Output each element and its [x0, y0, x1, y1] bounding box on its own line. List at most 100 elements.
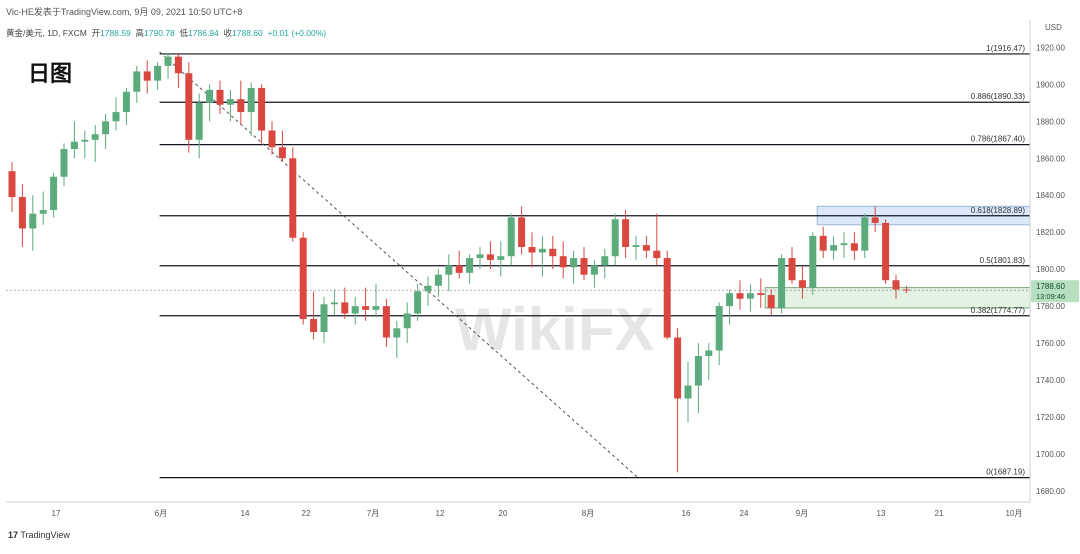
publish-date: 9月 09, 2021 10:50 UTC+8	[134, 7, 243, 17]
candle-body	[798, 280, 806, 288]
candle	[850, 232, 858, 260]
candle	[247, 82, 255, 137]
candle-body	[112, 112, 120, 122]
y-tick-label: 1860.00	[1036, 154, 1065, 163]
price-badge-value: 1788.60	[1036, 282, 1065, 291]
candle	[632, 235, 640, 260]
candle	[39, 191, 47, 225]
candle	[528, 232, 536, 268]
candle	[81, 130, 89, 159]
y-tick-label: 1880.00	[1036, 117, 1065, 126]
x-tick-label: 22	[302, 509, 311, 518]
candle	[559, 241, 567, 279]
candle-body	[736, 293, 744, 299]
candle	[466, 254, 474, 284]
x-tick-label: 8月	[582, 509, 594, 518]
candle-body	[122, 91, 130, 113]
candle-body	[258, 88, 266, 131]
candle	[694, 343, 702, 414]
candle-body	[414, 291, 422, 314]
candle	[830, 235, 838, 260]
candle-body	[788, 258, 796, 281]
candle-body	[528, 246, 536, 253]
publisher-text: Vic-HE发表于TradingView.com	[6, 7, 130, 17]
price-badge	[1031, 280, 1079, 303]
interval-label[interactable]: 1D	[47, 28, 58, 38]
candle	[414, 283, 422, 321]
fib-label-0.382: 0.382(1774.77)	[971, 306, 1026, 315]
candle-body	[830, 245, 838, 251]
candle	[216, 80, 224, 114]
candle-body	[424, 285, 432, 292]
price-badge-countdown: 13:09:46	[1036, 292, 1065, 301]
low-value: 1786.94	[188, 28, 219, 38]
candle-body	[310, 319, 318, 332]
y-tick-label: 1780.00	[1036, 302, 1065, 311]
y-tick-label: 1700.00	[1036, 450, 1065, 459]
candle-body	[185, 73, 193, 140]
x-tick-label: 20	[499, 509, 508, 518]
x-tick-label: 17	[52, 509, 61, 518]
symbol-name[interactable]: 黄金/美元	[6, 28, 43, 38]
watermark-text: WikiFX	[455, 296, 654, 363]
x-tick-label: 9月	[796, 509, 808, 518]
candle	[684, 361, 692, 423]
candle-body	[476, 254, 484, 259]
candle-body	[206, 89, 214, 103]
candle-body	[861, 217, 869, 251]
open-value: 1788.59	[100, 28, 131, 38]
candle	[154, 62, 162, 90]
fib-label-0.618: 0.618(1828.89)	[971, 206, 1026, 215]
candle	[715, 302, 723, 366]
candle	[445, 254, 453, 292]
candle	[642, 235, 650, 259]
candle-body	[757, 293, 765, 296]
tradingview-brand: TradingView	[20, 530, 70, 540]
candle	[570, 250, 578, 284]
x-tick-label: 7月	[367, 509, 379, 518]
candle	[663, 250, 671, 340]
change-value: +0.01 (+0.00%)	[267, 28, 327, 38]
candle	[226, 89, 234, 122]
timeframe-label: 日图	[28, 61, 73, 86]
candle	[133, 65, 141, 103]
close-value: 1788.60	[232, 28, 263, 38]
candle-body	[507, 217, 515, 257]
candle-body	[694, 356, 702, 386]
candle-body	[892, 280, 900, 290]
candle	[330, 289, 338, 316]
candle-body	[226, 99, 234, 105]
candle	[434, 269, 442, 297]
candle-body	[382, 306, 390, 338]
candle	[310, 291, 318, 340]
currency-label: USD	[1045, 23, 1062, 32]
candle	[507, 213, 515, 266]
candle-body	[143, 71, 151, 81]
candle-body	[850, 243, 858, 251]
candle-body	[18, 197, 26, 229]
low-label: 低	[179, 28, 189, 38]
candle	[351, 296, 359, 325]
candle-body	[341, 302, 349, 314]
candle	[861, 213, 869, 259]
candle	[840, 232, 848, 259]
candle-body	[767, 295, 775, 308]
candle	[8, 161, 16, 212]
candle	[674, 328, 682, 473]
x-tick-label: 21	[935, 509, 944, 518]
tradingview-logo[interactable]: 17 TradingView	[8, 530, 70, 540]
candle-body	[195, 102, 203, 140]
candle-body	[164, 56, 172, 66]
candle-body	[102, 121, 110, 135]
fib-label-0.5: 0.5(1801.83)	[980, 256, 1026, 265]
candle-body	[29, 213, 37, 229]
candle-body	[154, 65, 162, 81]
candle	[497, 241, 505, 277]
candle	[278, 130, 286, 162]
candle-body	[819, 235, 827, 251]
candle	[372, 283, 380, 318]
candle	[299, 232, 307, 325]
candle-body	[486, 254, 494, 260]
candle-body	[570, 258, 578, 268]
